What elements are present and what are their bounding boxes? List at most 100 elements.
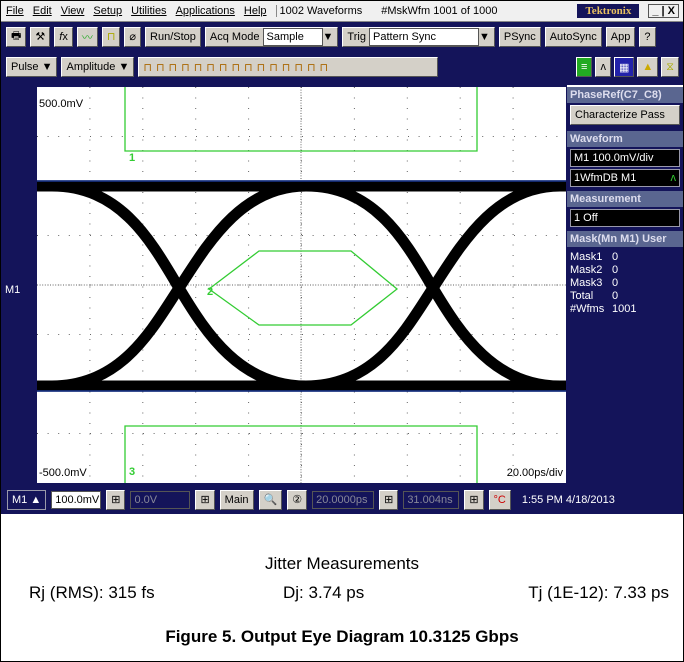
menu-item[interactable]: Setup xyxy=(93,5,123,17)
menu-item[interactable]: Utilities xyxy=(131,5,167,17)
panel-header: Waveform xyxy=(567,131,683,147)
menu-item[interactable]: File xyxy=(6,5,24,17)
dropdown[interactable]: Sample xyxy=(262,27,323,46)
panel-item[interactable]: 1WfmDB M1 ʌ xyxy=(570,169,680,187)
menu-bar: File Edit View Setup Utilities Applicati… xyxy=(1,1,683,22)
label: Acq Mode xyxy=(209,30,260,43)
panel-header: Mask(Mn M1) User xyxy=(567,231,683,247)
spin[interactable]: ⊞ xyxy=(379,489,399,510)
transition xyxy=(305,180,561,392)
measure-icons[interactable]: ⊓⊓⊓⊓⊓⊓⊓⊓⊓⊓⊓⊓⊓⊓⊓ xyxy=(138,57,439,77)
temp-icon[interactable]: °C xyxy=(488,489,511,510)
button[interactable]: AutoSync xyxy=(544,26,602,47)
icon-button[interactable]: ≡ xyxy=(576,57,593,77)
mask-count: Mask3 0 xyxy=(570,277,680,289)
mask-count: Mask1 0 xyxy=(570,251,680,263)
count-value: 0 xyxy=(612,251,619,263)
menu-item[interactable]: Edit xyxy=(32,5,52,17)
transition xyxy=(51,180,307,392)
mask-count: #Wfms 1001 xyxy=(570,303,680,315)
count-value: 0 xyxy=(612,290,619,302)
spin[interactable]: ⊞ xyxy=(106,489,126,510)
label: 1WfmDB M1 xyxy=(574,172,637,184)
view-icons: ≡ ʌ ▦ ▲ ⧖ xyxy=(576,57,679,77)
icon-button[interactable]: ▦ xyxy=(613,57,635,77)
menu-item[interactable]: Help xyxy=(243,5,267,17)
graticule: 500.0mV -500.0mV 20.00ps/div M1 1 2 3 xyxy=(1,85,567,485)
count-label: Total xyxy=(570,290,594,302)
dropdown[interactable]: Amplitude ▼ xyxy=(61,57,135,77)
count-value: 0 xyxy=(612,264,619,276)
mask-2 xyxy=(207,250,399,326)
field[interactable]: 0.0V xyxy=(130,490,191,509)
help-button[interactable]: ? xyxy=(639,26,656,47)
caption-rj: Rj (RMS): 315 fs xyxy=(29,583,155,602)
icon-button[interactable]: ⧖ xyxy=(661,57,679,77)
count-label: Mask1 xyxy=(570,251,603,263)
label: Amplitude xyxy=(66,61,116,73)
window-buttons[interactable]: _ | X xyxy=(648,4,679,18)
panel-header: Measurement xyxy=(567,191,683,207)
channel-marker: M1 xyxy=(5,284,20,296)
mask-3 xyxy=(124,425,478,483)
mask-label: 1 xyxy=(129,152,135,164)
labels: 500.0mV -500.0mV 20.00ps/div M1 1 2 3 xyxy=(5,98,563,479)
panel-item[interactable]: 1 Off xyxy=(570,209,680,227)
dropdown[interactable]: Pattern Sync xyxy=(369,27,480,46)
acq-mode: Acq Mode Sample ▼ xyxy=(204,26,339,47)
menu-item[interactable]: Applications xyxy=(175,5,235,17)
icon-button[interactable]: 🖶 xyxy=(6,26,27,47)
mask-1 xyxy=(124,87,478,152)
button[interactable]: PSync xyxy=(498,26,541,47)
spin[interactable]: ⊞ xyxy=(464,489,484,510)
caption-heading: Jitter Measurements xyxy=(265,554,419,573)
icon-button[interactable]: ▲ xyxy=(637,57,659,77)
status-text: #MskWfm 1001 of 1000 xyxy=(381,5,498,17)
button[interactable]: App xyxy=(605,26,636,47)
label: M1 xyxy=(12,493,28,506)
field[interactable]: 20.0000ps xyxy=(312,490,375,509)
figure-caption: Figure 5. Output Eye Diagram 10.3125 Gbp… xyxy=(165,627,519,646)
icon-button[interactable]: ⚒ xyxy=(30,26,51,47)
spin[interactable]: ⊞ xyxy=(195,489,215,510)
top-label: 500.0mV xyxy=(39,98,84,110)
count-label: Mask2 xyxy=(570,264,603,276)
bottom-label: -500.0mV xyxy=(39,467,87,479)
button[interactable]: Run/Stop xyxy=(145,26,201,47)
button[interactable]: Main xyxy=(219,489,254,510)
brand: Tektronix xyxy=(577,4,640,18)
grid xyxy=(37,87,566,483)
menu-item[interactable]: View xyxy=(60,5,85,17)
eye xyxy=(37,180,566,392)
side-panel: PhaseRef(C7_C8) Characterize Pass Wavefo… xyxy=(567,87,683,485)
field[interactable]: 31.004ns xyxy=(403,490,460,509)
count-label: Mask3 xyxy=(570,277,603,289)
zoom[interactable]: 🔍 xyxy=(258,489,283,510)
caption-dj: Dj: 3.74 ps xyxy=(283,583,365,602)
icon-button[interactable]: ⊓ xyxy=(101,26,121,47)
label: Pulse xyxy=(11,61,39,73)
zoom[interactable]: ② xyxy=(287,489,308,510)
button[interactable]: Characterize Pass xyxy=(570,105,680,125)
masks xyxy=(124,87,478,483)
mask-counts: Mask1 0 Mask2 0 Mask3 0 Total 0 #Wfms 1001 xyxy=(567,247,683,319)
panel-item[interactable]: M1 100.0mV/div xyxy=(570,149,680,167)
status-text: 1002 Waveforms xyxy=(275,5,362,17)
count-value: 1001 xyxy=(612,303,637,315)
label: Trig xyxy=(347,30,366,43)
count-label: #Wfms xyxy=(570,303,605,315)
mask-label: 2 xyxy=(207,286,213,298)
toolbar-measure: Pulse ▼ Amplitude ▼ ⊓⊓⊓⊓⊓⊓⊓⊓⊓⊓⊓⊓⊓⊓⊓ ≡ ʌ … xyxy=(1,51,683,85)
button[interactable]: M1 ▲ xyxy=(7,489,47,510)
panel-header: PhaseRef(C7_C8) xyxy=(567,87,683,103)
icon-button[interactable]: ʌ xyxy=(595,57,611,77)
caption-tj: Tj (1E-12): 7.33 ps xyxy=(528,583,669,602)
clock: 1:55 PM 4/18/2013 xyxy=(521,493,615,506)
dropdown[interactable]: Pulse ▼ xyxy=(6,57,58,77)
icon-button[interactable]: ⌀ xyxy=(124,26,142,47)
field[interactable]: 100.0mV xyxy=(51,490,102,509)
icon-button[interactable]: 〰 xyxy=(76,26,98,47)
time-div: 20.00ps/div xyxy=(507,467,564,479)
